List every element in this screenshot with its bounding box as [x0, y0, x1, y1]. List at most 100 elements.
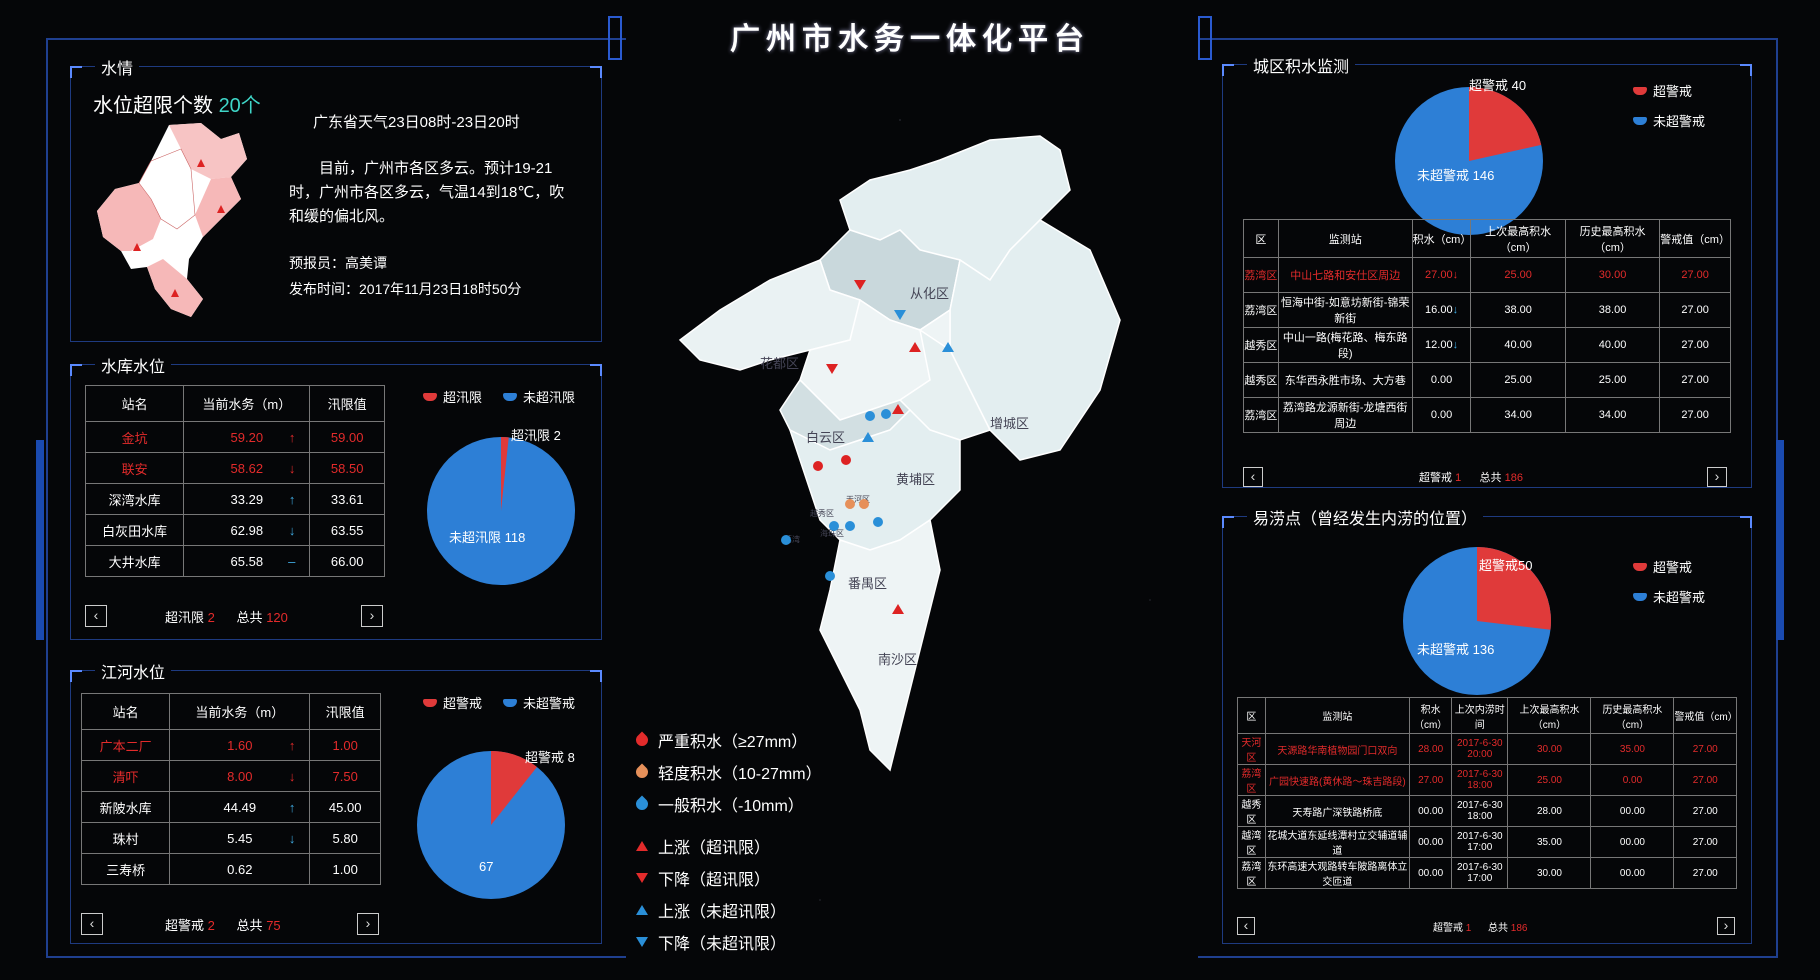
- next-page-button[interactable]: ›: [357, 913, 379, 935]
- next-page-button[interactable]: ›: [1707, 467, 1727, 487]
- map-legend-item: 上涨（未超讯限）: [636, 898, 786, 922]
- tri-down-red-icon: [636, 873, 648, 883]
- legend-normal: 未超警戒: [503, 693, 575, 712]
- overlimit-count: 20个: [218, 95, 261, 117]
- station-name: 大井水库: [84, 545, 185, 577]
- station-name: 白灰田水库: [84, 514, 185, 546]
- drop-blue-icon: [633, 795, 651, 813]
- table-row: 荔湾区 中山七路和安仕区周边 27.00↓ 25.00 30.00 27.00: [1243, 257, 1731, 293]
- level-cell: 5.45 ↓: [169, 822, 311, 854]
- pager-total-value: 120: [266, 610, 288, 625]
- limit-value: 63.55: [309, 514, 385, 546]
- level-value: 59.20: [230, 429, 264, 445]
- level-cell: 62.98 ↓: [183, 514, 311, 546]
- prev-page-button[interactable]: ‹: [85, 605, 107, 627]
- hist-cell: 00.00: [1590, 857, 1675, 889]
- limit-value: 33.61: [309, 483, 385, 515]
- tri-up-red-icon: [636, 841, 648, 851]
- right-side-bar: [1776, 440, 1784, 640]
- station-cell: 花城大道东延线潭村立交辅道辅道: [1264, 826, 1411, 858]
- col-header: 当前水务（m）: [169, 693, 311, 730]
- table-row: 广本二厂 1.60 ↑ 1.00: [80, 729, 381, 761]
- marker-drop-blue: [845, 521, 855, 531]
- next-page-button[interactable]: ›: [361, 605, 383, 627]
- limit-value: 1.00: [309, 853, 381, 885]
- weather-text: 目前，广州市各区多云。预计19-21时，广州市各区多云，气温14到18℃，吹和缓…: [289, 160, 565, 225]
- map-legend-item: 下降（未超讯限）: [636, 930, 786, 954]
- urban-panel-title: 城区积水监测: [1247, 53, 1356, 77]
- table-row: 越秀区 天寿路广深铁路桥底 00.00 2017-6-30 18:00 28.00 00.…: [1237, 795, 1737, 827]
- station-cell: 东华西永胜市场、大方巷: [1277, 362, 1413, 398]
- pager-total-label: 总共: [1488, 923, 1509, 934]
- flood-panel: 易涝点（曾经发生内涝的位置） 超警戒50 未超警戒 136 超警戒 未超警戒 区…: [1222, 505, 1752, 944]
- prev-page-button[interactable]: ‹: [81, 913, 103, 935]
- water-panel-title: 水情: [95, 55, 140, 79]
- station-name: 金坑: [84, 421, 185, 453]
- station-name: 联安: [84, 452, 185, 484]
- level-value: 1.60: [227, 737, 253, 753]
- station-cell: 广园快速路(黄休路～珠吉路段): [1264, 764, 1411, 796]
- table-row: 白灰田水库 62.98 ↓ 63.55: [84, 514, 385, 546]
- station-name: 清吓: [80, 760, 171, 792]
- depth-cell: 12.00↓: [1411, 327, 1472, 363]
- station-name: 广本二厂: [80, 729, 171, 761]
- map-legend-item: 下降（超讯限）: [636, 866, 770, 890]
- table-row: 联安 58.62 ↓ 58.50: [84, 452, 385, 484]
- flood-pie: [1403, 547, 1551, 695]
- left-frame: [46, 38, 626, 958]
- legend-label: 未超警戒: [1653, 114, 1706, 129]
- legend-normal: 未超警戒: [1633, 111, 1705, 130]
- prev-page-button[interactable]: ‹: [1243, 467, 1263, 487]
- area-cell: 越湾区: [1237, 826, 1266, 858]
- col-header: 警戒值（cm）: [1659, 219, 1731, 258]
- level-cell: 1.60 ↑: [169, 729, 311, 761]
- flood-table: 区 监测站 积水（cm） 上次内涝时间 上次最高积水（cm） 历史最高积水（cm…: [1237, 697, 1738, 889]
- warn-cell: 27.00: [1659, 292, 1731, 328]
- table-row: 清吓 8.00 ↓ 7.50: [80, 760, 381, 792]
- col-header: 汛限值: [309, 693, 381, 730]
- area-cell: 天河区: [1237, 733, 1266, 765]
- level-value: 33.29: [230, 491, 264, 507]
- marker-drop-blue: [781, 535, 791, 545]
- table-row: 深湾水库 33.29 ↑ 33.61: [84, 483, 385, 515]
- last-cell: 35.00: [1507, 826, 1592, 858]
- pie-over-label: 超警戒50: [1479, 558, 1533, 573]
- area-cell: 荔湾区: [1243, 292, 1279, 328]
- depth-cell: 27.00↓: [1411, 257, 1472, 293]
- tri-down-blue-icon: [636, 937, 648, 947]
- station-cell: 中山一路(梅花路、梅东路段): [1277, 327, 1413, 363]
- drop-orange-icon: [633, 763, 651, 781]
- overlimit-label: 水位超限个数: [93, 95, 213, 117]
- legend-over: 超警戒: [1633, 557, 1692, 576]
- publish-time: 发布时间：2017年11月23日18时50分: [289, 281, 522, 297]
- pie-normal-label: 未超警戒 136: [1417, 642, 1495, 657]
- legend-swatch-normal: [1633, 592, 1647, 601]
- marker-drop-orange: [859, 499, 869, 509]
- pie-slice-over: [1469, 87, 1542, 161]
- pie-over-label: 超警戒 40: [1469, 78, 1527, 93]
- next-page-button[interactable]: ›: [1717, 917, 1735, 935]
- flood-panel-title: 易涝点（曾经发生内涝的位置）: [1247, 505, 1484, 529]
- area-cell: 越秀区: [1243, 327, 1279, 363]
- last-cell: 25.00: [1507, 764, 1592, 796]
- depth-value: 0.00: [1430, 409, 1453, 421]
- hist-max-cell: 40.00: [1564, 327, 1661, 363]
- urban-pie: [1395, 87, 1543, 235]
- river-pie: [417, 751, 565, 899]
- pager-over-label: 超警戒: [165, 918, 205, 933]
- limit-value: 58.50: [309, 452, 385, 484]
- time-cell: 2017-6-30 20:00: [1451, 733, 1509, 765]
- col-header: 区: [1243, 219, 1279, 258]
- marker-tri-down-red: [854, 280, 866, 290]
- marker-tri-down-blue: [894, 310, 906, 320]
- warn-cell: 27.00: [1673, 826, 1737, 858]
- marker-tri-up-red: [892, 604, 904, 614]
- pager-over-value: 2: [207, 918, 215, 933]
- map-legend-item: 严重积水（≥27mm）: [633, 728, 807, 752]
- warn-cell: 27.00: [1659, 257, 1731, 293]
- prev-page-button[interactable]: ‹: [1237, 917, 1255, 935]
- pie-slice-over: [491, 751, 537, 825]
- level-value: 8.00: [227, 768, 253, 784]
- marker-tri-up-red: [892, 404, 904, 414]
- level-cell: 65.58 –: [183, 545, 311, 577]
